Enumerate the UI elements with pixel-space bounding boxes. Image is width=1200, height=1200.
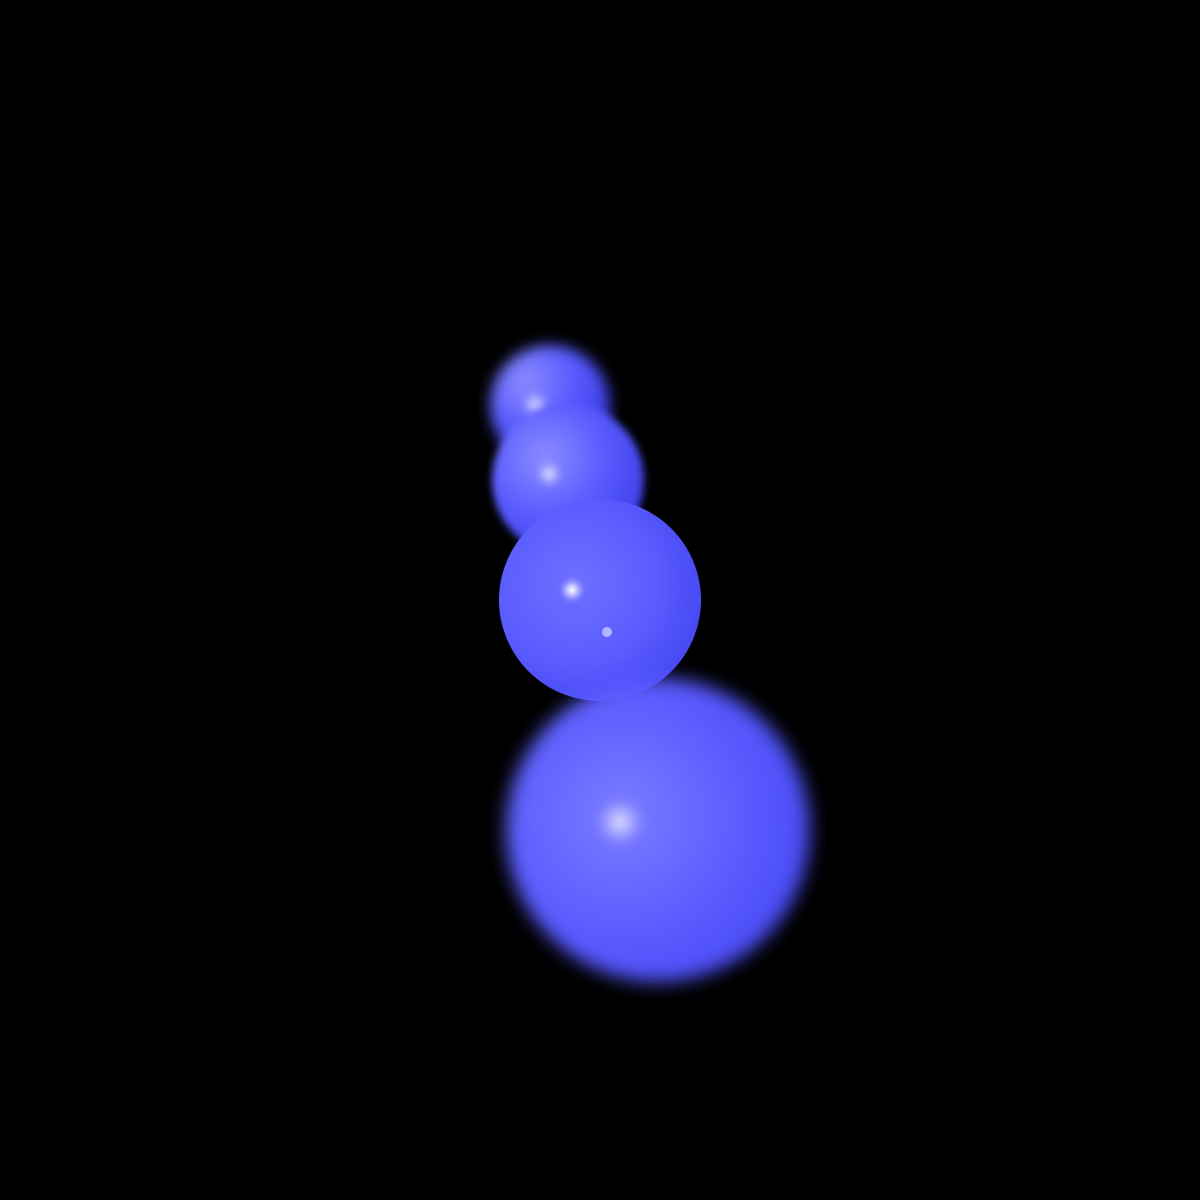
sphere-near-highlight — [592, 794, 648, 850]
sphere-near — [506, 678, 810, 982]
sphere-focused-highlight — [558, 576, 586, 604]
sphere-second-highlight — [535, 460, 563, 488]
sphere-focused-reflection — [602, 627, 612, 637]
sphere-focused — [499, 499, 701, 701]
